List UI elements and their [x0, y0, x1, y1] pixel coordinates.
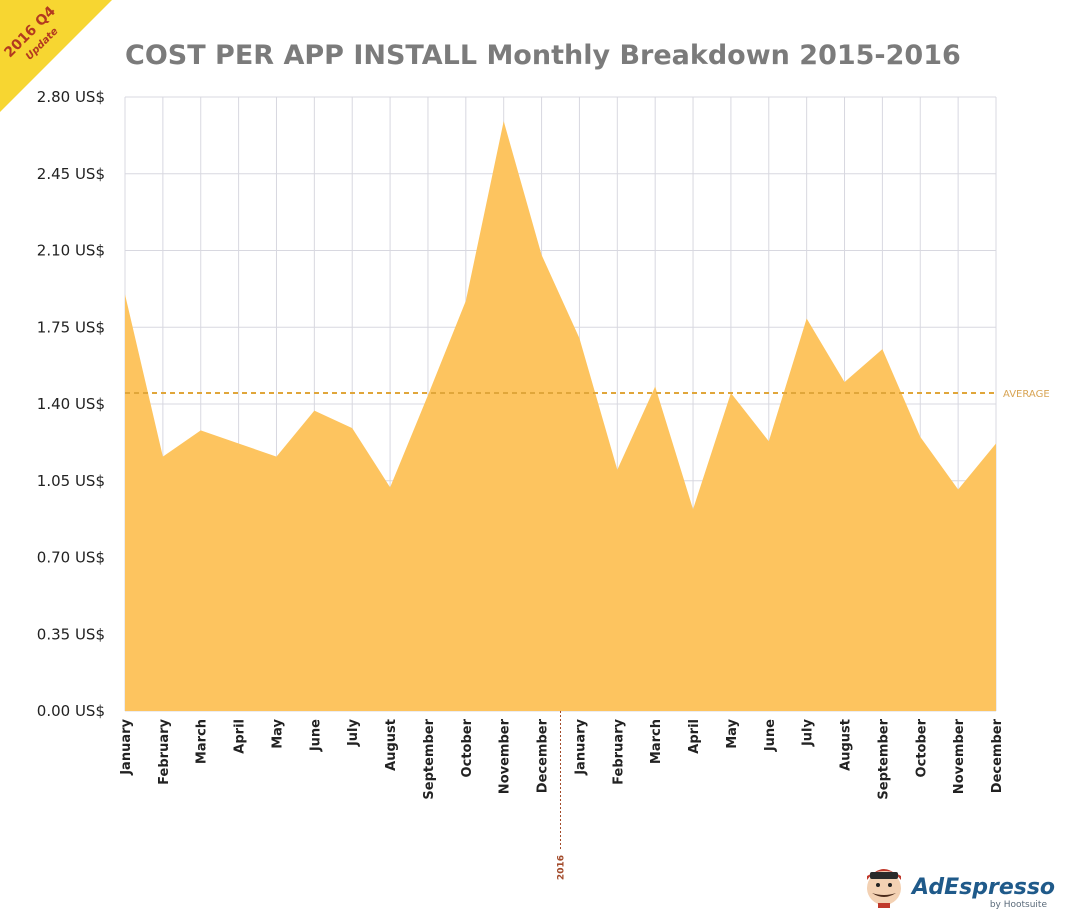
area-layer	[124, 121, 997, 711]
x-tick-label-7: August	[384, 719, 399, 771]
x-tick-label-0: January	[119, 718, 134, 775]
x-tick-label-17: June	[763, 719, 778, 752]
x-tick-label-8: September	[422, 718, 437, 799]
brand-sub: by Hootsuite	[990, 900, 1048, 910]
ribbon-shape	[0, 0, 112, 112]
x-tick-label-6: July	[346, 718, 361, 747]
x-tick-label-20: September	[876, 718, 891, 799]
y-tick-label-3: 1.05 US$	[37, 472, 105, 490]
x-tick-label-23: December	[990, 718, 1005, 793]
y-tick-label-7: 2.45 US$	[37, 165, 105, 183]
brand-name: AdEspresso	[910, 875, 1055, 900]
brand-logo: AdEspresso by Hootsuite	[867, 869, 1055, 910]
x-tick-label-1: February	[157, 718, 172, 784]
year-marker-label: 2016	[557, 855, 567, 880]
x-tick-label-18: July	[801, 718, 816, 747]
y-tick-label-4: 1.40 US$	[37, 395, 105, 413]
average-label: AVERAGE	[1003, 389, 1050, 400]
x-axis: January February March April May June July Augu…	[119, 718, 1005, 799]
x-tick-label-21: October	[914, 718, 929, 777]
x-tick-label-19: August	[839, 719, 854, 771]
x-tick-label-11: December	[536, 718, 551, 793]
mascot-icon	[867, 869, 901, 908]
y-tick-label-1: 0.35 US$	[37, 625, 105, 643]
x-tick-label-2: March	[195, 719, 210, 764]
year-marker-layer: 2016	[557, 711, 567, 880]
x-tick-label-15: April	[687, 719, 702, 754]
y-tick-label-8: 2.80 US$	[37, 88, 105, 106]
x-tick-label-5: June	[308, 719, 323, 752]
y-tick-label-5: 1.75 US$	[37, 318, 105, 336]
x-tick-label-14: March	[649, 719, 664, 764]
y-tick-label-2: 0.70 US$	[37, 549, 105, 567]
x-tick-label-4: May	[270, 718, 285, 748]
x-tick-label-10: November	[498, 718, 513, 794]
x-tick-label-22: November	[952, 718, 967, 794]
average-layer: AVERAGE	[125, 389, 1050, 400]
x-tick-label-13: February	[611, 718, 626, 784]
y-tick-label-6: 2.10 US$	[37, 242, 105, 260]
update-ribbon: 2016 Q4 Update	[0, 0, 112, 112]
x-tick-label-9: October	[460, 718, 475, 777]
y-axis: 0.00 US$ 0.35 US$ 0.70 US$ 1.05 US$ 1.40 US$…	[37, 88, 105, 720]
x-tick-label-3: April	[233, 719, 248, 754]
x-tick-label-16: May	[725, 718, 740, 748]
chart-title: COST PER APP INSTALL Monthly Breakdown 2…	[125, 40, 961, 71]
y-tick-label-0: 0.00 US$	[37, 702, 105, 720]
area-series	[125, 121, 996, 711]
x-tick-label-12: January	[573, 718, 588, 775]
